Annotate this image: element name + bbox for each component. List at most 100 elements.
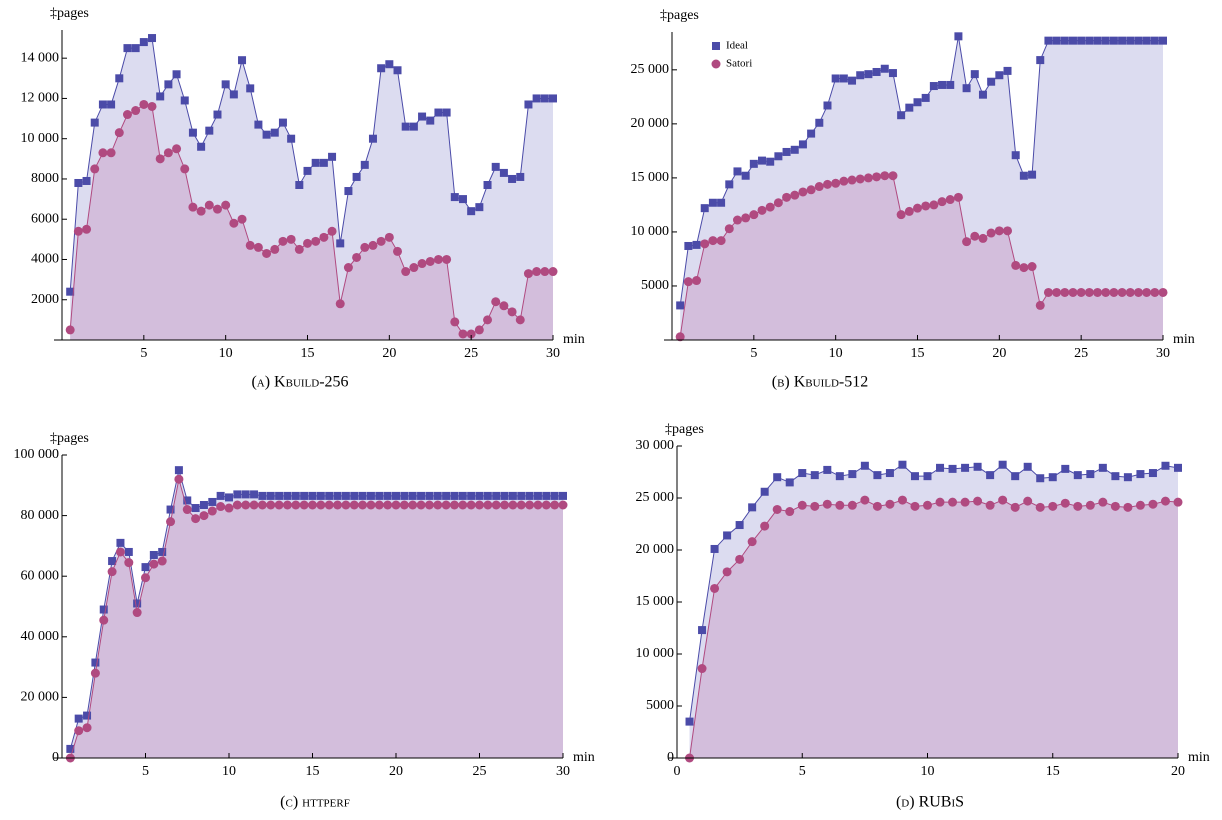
point	[116, 538, 125, 547]
point	[1125, 287, 1135, 297]
point	[1093, 36, 1102, 45]
point	[747, 537, 757, 547]
point	[798, 187, 808, 197]
point	[717, 198, 726, 207]
point	[773, 473, 782, 482]
point	[149, 550, 158, 559]
x-tick-label: 25	[1074, 346, 1088, 361]
point	[1174, 463, 1182, 472]
point	[888, 69, 897, 78]
point	[287, 134, 296, 143]
point	[1148, 499, 1158, 509]
point	[283, 491, 292, 500]
point	[733, 167, 742, 176]
point	[692, 240, 701, 249]
point	[722, 567, 732, 577]
point	[229, 90, 238, 99]
caption: (c) httperf	[280, 794, 350, 811]
point	[1109, 287, 1119, 297]
point	[408, 500, 418, 510]
point	[1158, 287, 1168, 297]
point	[183, 496, 192, 505]
point	[815, 118, 824, 127]
point	[998, 460, 1007, 469]
x-tick-label: 30	[546, 346, 560, 361]
point	[765, 202, 775, 212]
point	[962, 84, 971, 93]
point	[213, 110, 222, 119]
point	[986, 471, 995, 480]
point	[525, 491, 534, 500]
point	[232, 500, 242, 510]
y-tick-label: 20 000	[636, 542, 675, 557]
point	[986, 228, 996, 238]
point	[433, 491, 442, 500]
point	[864, 70, 873, 79]
point	[532, 267, 542, 277]
point	[905, 103, 914, 112]
point	[384, 232, 394, 242]
point	[341, 500, 351, 510]
point	[1101, 287, 1111, 297]
point	[156, 92, 165, 101]
point	[82, 176, 91, 185]
point	[115, 74, 124, 83]
x-tick-label: 30	[1156, 346, 1170, 361]
point	[74, 714, 83, 723]
point	[148, 34, 157, 43]
point	[450, 193, 459, 202]
point	[782, 192, 792, 202]
point	[204, 200, 214, 210]
point	[133, 599, 142, 608]
point	[904, 206, 914, 216]
point	[434, 108, 443, 117]
point	[872, 172, 882, 182]
point	[516, 172, 525, 181]
point	[141, 573, 150, 583]
y-tick-label: 40 000	[21, 629, 60, 644]
x-tick-label: 20	[1171, 764, 1185, 779]
point	[1048, 501, 1058, 511]
point	[790, 145, 799, 154]
y-tick-label: 5000	[641, 278, 669, 293]
point	[725, 180, 734, 189]
point	[408, 491, 417, 500]
point	[108, 557, 117, 566]
point	[246, 84, 255, 93]
point	[998, 495, 1008, 505]
point	[880, 171, 890, 181]
point	[885, 499, 895, 509]
point	[475, 500, 484, 510]
y-axis-label: ‡pages	[50, 431, 89, 446]
y-tick-label: 30 000	[636, 438, 675, 453]
point	[1011, 260, 1021, 270]
point	[1148, 469, 1157, 478]
line	[689, 499, 1179, 759]
point	[327, 226, 337, 236]
point	[978, 233, 988, 243]
point	[549, 94, 557, 103]
point	[683, 277, 693, 287]
point	[1011, 151, 1020, 160]
x-tick-label: 10	[222, 764, 236, 779]
line	[689, 464, 1179, 722]
x-tick-label: 15	[1046, 764, 1060, 779]
point	[74, 178, 83, 187]
x-tick-label: 20	[992, 346, 1006, 361]
point	[366, 500, 376, 510]
point	[880, 64, 889, 73]
point	[548, 267, 558, 277]
point	[328, 152, 337, 161]
point	[1117, 287, 1127, 297]
point	[953, 192, 963, 202]
point	[393, 66, 402, 75]
point	[241, 490, 250, 499]
area	[680, 175, 1163, 340]
point	[1077, 36, 1086, 45]
point	[822, 179, 832, 189]
point	[66, 287, 75, 296]
y-tick-label: 25 000	[636, 490, 675, 505]
point	[343, 263, 353, 273]
point	[106, 148, 116, 158]
